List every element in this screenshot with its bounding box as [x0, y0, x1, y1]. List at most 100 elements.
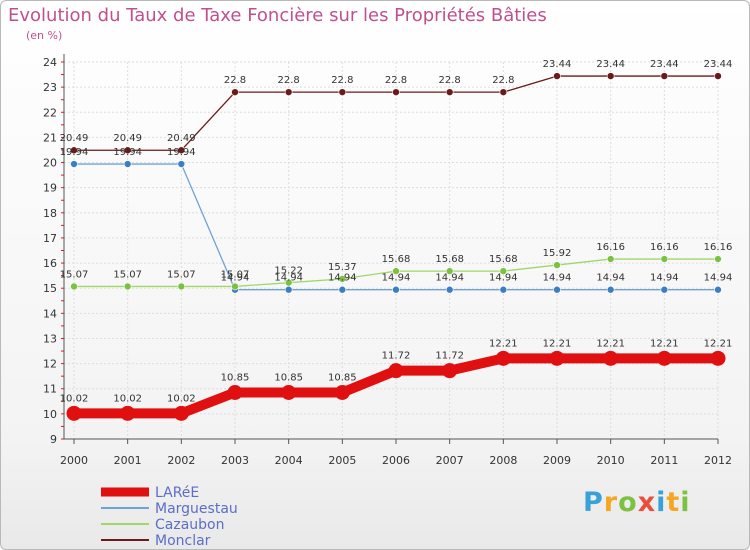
- data-label-cazaubon: 16.16: [650, 242, 679, 253]
- data-label-lare: 11.72: [435, 351, 464, 362]
- data-labels: 20.49 20.49 20.49 22.8 22.8 22.8 22.8 22.8 22.8 2…: [60, 59, 733, 404]
- data-point-marguestau: [445, 285, 454, 294]
- data-point-cazaubon: [499, 267, 508, 275]
- y-tick-label: 22: [43, 106, 57, 119]
- y-tick-label: 12: [43, 358, 57, 371]
- data-point-monclar: [499, 88, 508, 96]
- data-label-lare: 11.72: [382, 351, 411, 362]
- data-point-cazaubon: [123, 282, 132, 291]
- data-point-cazaubon: [231, 282, 239, 291]
- y-tick-label: 24: [43, 56, 57, 69]
- data-point-lare: [710, 350, 726, 366]
- y-tick-label: 11: [43, 383, 57, 396]
- logo-letter: x: [637, 487, 657, 518]
- data-label-cazaubon: 15.68: [382, 254, 411, 265]
- data-point-lare: [656, 350, 672, 366]
- data-label-lare: 10.02: [167, 393, 196, 404]
- data-label-cazaubon: 15.07: [221, 269, 250, 280]
- data-point-monclar: [338, 88, 347, 96]
- data-point-marguestau: [714, 285, 722, 294]
- data-label-cazaubon: 15.07: [60, 269, 89, 280]
- axes: [61, 54, 719, 444]
- data-point-cazaubon: [445, 267, 454, 275]
- data-point-monclar: [445, 88, 454, 96]
- data-label-lare: 12.21: [704, 338, 733, 349]
- data-label-marguestau: 14.94: [435, 273, 464, 284]
- data-point-marguestau: [177, 160, 186, 168]
- data-point-marguestau: [392, 285, 400, 294]
- data-point-monclar: [123, 146, 132, 155]
- data-point-lare: [281, 385, 297, 401]
- x-tick-label: 2004: [275, 454, 303, 467]
- data-point-monclar: [553, 72, 561, 80]
- y-tick-label: 15: [43, 282, 57, 295]
- data-label-monclar: 23.44: [543, 59, 572, 70]
- data-point-marguestau: [660, 285, 669, 294]
- data-label-monclar: 20.49: [167, 133, 196, 144]
- x-tick-label: 2011: [650, 454, 678, 467]
- y-tick-label: 17: [43, 232, 57, 245]
- data-label-lare: 12.21: [596, 338, 625, 349]
- x-tick-label: 2009: [543, 454, 571, 467]
- x-tick-label: 2010: [597, 454, 625, 467]
- data-point-cazaubon: [338, 275, 347, 283]
- data-point-marguestau: [70, 160, 78, 168]
- data-point-monclar: [231, 88, 239, 96]
- data-label-cazaubon: 16.16: [596, 242, 625, 253]
- data-label-marguestau: 14.94: [221, 273, 250, 284]
- data-label-monclar: 22.8: [224, 75, 246, 86]
- data-point-lare: [173, 405, 189, 421]
- y-tick-label: 23: [43, 81, 57, 94]
- data-label-lare: 12.21: [489, 338, 518, 349]
- x-tick-label: 2007: [436, 454, 464, 467]
- legend-label-cazaubon: Cazaubon: [155, 517, 224, 533]
- y-tick-label: 9: [50, 433, 57, 446]
- y-tick-label: 10: [43, 408, 57, 421]
- data-point-cazaubon: [392, 267, 400, 275]
- data-point-monclar: [660, 72, 669, 80]
- data-label-marguestau: 14.94: [596, 273, 625, 284]
- legend-label-marguestau: Marguestau: [155, 501, 238, 517]
- x-tick-label: 2006: [382, 454, 410, 467]
- data-label-marguestau: 14.94: [650, 273, 679, 284]
- data-label-cazaubon: 15.68: [489, 254, 518, 265]
- tick-labels: 9 10 11 12 13 14 15 16 17 18 19 20 21 22 23 24 2000 2001 2…: [43, 56, 732, 467]
- data-point-cazaubon: [177, 282, 186, 291]
- data-point-cazaubon: [284, 278, 293, 287]
- data-label-marguestau: 14.94: [274, 273, 303, 284]
- logo-letter: o: [618, 487, 638, 518]
- data-point-marguestau: [284, 285, 293, 294]
- data-label-lare: 10.02: [113, 393, 142, 404]
- data-label-marguestau: 19.94: [60, 147, 89, 158]
- data-point-lare: [603, 350, 619, 366]
- data-point-lare: [227, 385, 243, 401]
- data-label-monclar: 22.8: [492, 75, 514, 86]
- data-point-lare: [334, 385, 350, 401]
- data-point-lare: [442, 363, 458, 379]
- data-point-monclar: [284, 88, 293, 96]
- logo-letter: r: [603, 487, 619, 518]
- data-point-monclar: [606, 72, 615, 80]
- data-label-cazaubon: 15.68: [435, 254, 464, 265]
- y-tick-label: 13: [43, 332, 57, 345]
- unit-label: (en %): [26, 29, 63, 42]
- y-tick-label: 20: [43, 157, 57, 170]
- x-tick-label: 2000: [60, 454, 88, 467]
- legend-label-lare: LARéE: [155, 485, 199, 501]
- data-point-marguestau: [338, 285, 347, 294]
- data-point-cazaubon: [660, 255, 669, 263]
- data-label-cazaubon: 15.07: [113, 269, 142, 280]
- data-label-cazaubon: 15.07: [167, 269, 196, 280]
- x-tick-label: 2001: [114, 454, 142, 467]
- data-label-cazaubon: 16.16: [704, 242, 733, 253]
- legend-label-monclar: Monclar: [155, 533, 211, 549]
- data-label-marguestau: 14.94: [543, 273, 572, 284]
- data-label-monclar: 23.44: [596, 59, 625, 70]
- data-label-monclar: 22.8: [278, 75, 300, 86]
- data-label-monclar: 22.8: [439, 75, 461, 86]
- data-point-monclar: [177, 146, 186, 155]
- data-label-cazaubon: 15.37: [328, 262, 357, 273]
- data-label-lare: 12.21: [543, 338, 572, 349]
- data-label-marguestau: 14.94: [489, 273, 518, 284]
